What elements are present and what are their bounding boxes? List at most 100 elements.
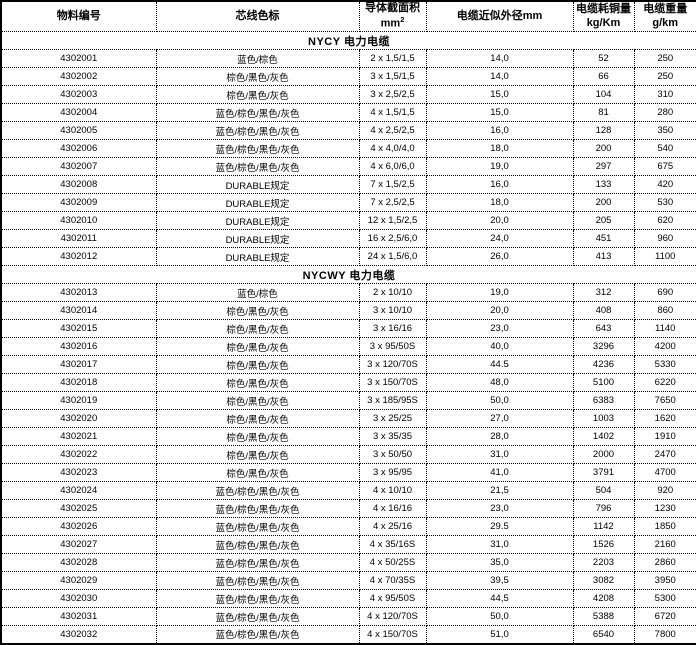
table-header: 物料编号 芯线色标 导体截面积 mm2 电缆近似外径mm 电缆耗铜量 kg/Km… <box>0 0 696 33</box>
cell-conductor-area: 7 x 2,5/2,5 <box>358 193 427 213</box>
cell-outer-diameter: 14,0 <box>425 49 574 69</box>
cell-cable-weight: 2160 <box>633 535 696 555</box>
cell-color-code: DURABLE规定 <box>155 247 360 267</box>
cell-outer-diameter: 20,0 <box>425 211 574 231</box>
cell-color-code: 蓝色/棕色/黑色/灰色 <box>155 481 360 501</box>
cell-conductor-area: 3 x 95/95 <box>358 463 427 483</box>
cell-copper-consumption: 81 <box>572 103 635 123</box>
section-title: NYCY 电力电缆 <box>0 31 696 51</box>
table-row: 4302007 蓝色/棕色/黑色/灰色 4 x 6,0/6,0 19,0 297 675 <box>0 157 696 177</box>
cell-outer-diameter: 16,0 <box>425 175 574 195</box>
column-header-label: 导体截面积 <box>365 2 420 14</box>
table-row: 4302009 DURABLE规定 7 x 2,5/2,5 18,0 200 530 <box>0 193 696 213</box>
cell-conductor-area: 4 x 4,0/4,0 <box>358 139 427 159</box>
cell-conductor-area: 3 x 2,5/2,5 <box>358 85 427 105</box>
table-row: 4302021 棕色/黑色/灰色 3 x 35/35 28,0 1402 1910 <box>0 427 696 447</box>
cell-material-id: 4302008 <box>0 175 157 195</box>
column-header-unit: g/km <box>652 16 679 29</box>
cell-color-code: 棕色/黑色/灰色 <box>155 319 360 339</box>
cell-conductor-area: 4 x 35/16S <box>358 535 427 555</box>
table-row: 4302032 蓝色/棕色/黑色/灰色 4 x 150/70S 51,0 6540 780… <box>0 625 696 645</box>
table-row: 4302003 棕色/黑色/灰色 3 x 2,5/2,5 15,0 104 310 <box>0 85 696 105</box>
cell-conductor-area: 3 x 10/10 <box>358 301 427 321</box>
cell-copper-consumption: 1526 <box>572 535 635 555</box>
cell-copper-consumption: 6383 <box>572 391 635 411</box>
cell-cable-weight: 4200 <box>633 337 696 357</box>
column-header-conductor-area: 导体截面积 mm2 <box>358 0 427 33</box>
cell-outer-diameter: 18,0 <box>425 193 574 213</box>
table-row: 4302002 棕色/黑色/灰色 3 x 1,5/1,5 14,0 66 250 <box>0 67 696 87</box>
column-header-outer-diameter: 电缆近似外径mm <box>425 0 574 33</box>
cell-outer-diameter: 16,0 <box>425 121 574 141</box>
cell-outer-diameter: 44,5 <box>425 589 574 609</box>
cell-color-code: 蓝色/棕色/黑色/灰色 <box>155 589 360 609</box>
cell-copper-consumption: 413 <box>572 247 635 267</box>
table-row: 4302015 棕色/黑色/灰色 3 x 16/16 23,0 643 1140 <box>0 319 696 339</box>
cell-conductor-area: 4 x 10/10 <box>358 481 427 501</box>
cell-color-code: 棕色/黑色/灰色 <box>155 463 360 483</box>
table-row: 4302026 蓝色/棕色/黑色/灰色 4 x 25/16 29.5 1142 1850 <box>0 517 696 537</box>
cell-copper-consumption: 5100 <box>572 373 635 393</box>
cell-copper-consumption: 66 <box>572 67 635 87</box>
cell-cable-weight: 280 <box>633 103 696 123</box>
cell-outer-diameter: 41,0 <box>425 463 574 483</box>
cell-color-code: 棕色/黑色/灰色 <box>155 337 360 357</box>
cell-conductor-area: 4 x 95/50S <box>358 589 427 609</box>
column-header-label: 电缆重量 <box>643 3 688 16</box>
cell-cable-weight: 1140 <box>633 319 696 339</box>
cell-color-code: 蓝色/棕色/黑色/灰色 <box>155 553 360 573</box>
cell-outer-diameter: 23,0 <box>425 499 574 519</box>
section-title: NYCWY 电力电缆 <box>0 265 696 285</box>
cell-color-code: DURABLE规定 <box>155 193 360 213</box>
cell-color-code: 棕色/黑色/灰色 <box>155 409 360 429</box>
cell-conductor-area: 3 x 95/50S <box>358 337 427 357</box>
cell-color-code: 蓝色/棕色/黑色/灰色 <box>155 625 360 645</box>
cell-cable-weight: 3950 <box>633 571 696 591</box>
cell-material-id: 4302026 <box>0 517 157 537</box>
cell-outer-diameter: 24,0 <box>425 229 574 249</box>
cell-copper-consumption: 1003 <box>572 409 635 429</box>
table-row: 4302025 蓝色/棕色/黑色/灰色 4 x 16/16 23,0 796 1230 <box>0 499 696 519</box>
cell-copper-consumption: 200 <box>572 193 635 213</box>
cell-material-id: 4302017 <box>0 355 157 375</box>
cell-material-id: 4302029 <box>0 571 157 591</box>
cell-outer-diameter: 40,0 <box>425 337 574 357</box>
column-header-label: 电缆耗铜量 <box>576 3 631 16</box>
cell-outer-diameter: 28,0 <box>425 427 574 447</box>
column-header-label: 电缆近似外径mm <box>456 9 543 22</box>
cell-material-id: 4302024 <box>0 481 157 501</box>
cell-outer-diameter: 20,0 <box>425 301 574 321</box>
cell-outer-diameter: 48,0 <box>425 373 574 393</box>
cell-conductor-area: 3 x 185/95S <box>358 391 427 411</box>
cell-color-code: 棕色/黑色/灰色 <box>155 427 360 447</box>
cell-color-code: 棕色/黑色/灰色 <box>155 391 360 411</box>
cell-conductor-area: 4 x 120/70S <box>358 607 427 627</box>
cell-color-code: 蓝色/棕色/黑色/灰色 <box>155 103 360 123</box>
cell-outer-diameter: 35,0 <box>425 553 574 573</box>
cell-outer-diameter: 50,0 <box>425 391 574 411</box>
table-row: 4302014 棕色/黑色/灰色 3 x 10/10 20,0 408 860 <box>0 301 696 321</box>
cell-copper-consumption: 297 <box>572 157 635 177</box>
cell-conductor-area: 7 x 1,5/2,5 <box>358 175 427 195</box>
table-row: 4302006 蓝色/棕色/黑色/灰色 4 x 4,0/4,0 18,0 200 540 <box>0 139 696 159</box>
header-row: 物料编号 芯线色标 导体截面积 mm2 电缆近似外径mm 电缆耗铜量 kg/Km… <box>0 0 696 33</box>
table-row: 4302012 DURABLE规定 24 x 1,5/6,0 26,0 413 1100 <box>0 247 696 267</box>
cell-material-id: 4302006 <box>0 139 157 159</box>
cell-outer-diameter: 51,0 <box>425 625 574 645</box>
cell-conductor-area: 3 x 120/70S <box>358 355 427 375</box>
cell-conductor-area: 12 x 1,5/2,5 <box>358 211 427 231</box>
cell-cable-weight: 1100 <box>633 247 696 267</box>
cell-copper-consumption: 643 <box>572 319 635 339</box>
cell-conductor-area: 3 x 50/50 <box>358 445 427 465</box>
cell-cable-weight: 920 <box>633 481 696 501</box>
cell-copper-consumption: 52 <box>572 49 635 69</box>
cell-material-id: 4302020 <box>0 409 157 429</box>
cell-color-code: 棕色/黑色/灰色 <box>155 301 360 321</box>
cell-conductor-area: 16 x 2,5/6,0 <box>358 229 427 249</box>
cell-cable-weight: 250 <box>633 67 696 87</box>
cell-material-id: 4302031 <box>0 607 157 627</box>
cell-copper-consumption: 2203 <box>572 553 635 573</box>
cell-outer-diameter: 27,0 <box>425 409 574 429</box>
cell-material-id: 4302016 <box>0 337 157 357</box>
